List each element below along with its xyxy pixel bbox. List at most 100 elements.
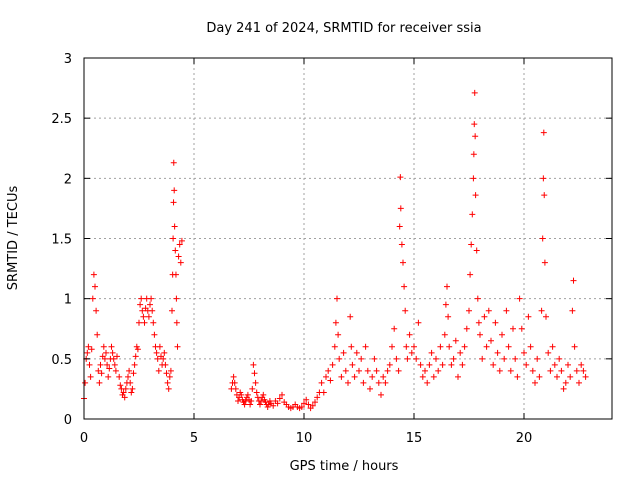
data-point	[347, 313, 354, 320]
data-point	[521, 349, 527, 356]
data-point	[325, 367, 332, 374]
y-tick-label: 2.5	[51, 112, 72, 127]
data-point	[442, 301, 449, 308]
data-point	[571, 343, 578, 350]
data-point	[393, 355, 400, 362]
data-point	[428, 349, 435, 356]
data-point	[551, 361, 558, 368]
data-point	[538, 307, 545, 314]
data-point	[408, 349, 415, 356]
data-point	[85, 343, 92, 350]
data-point	[576, 379, 582, 386]
data-point	[232, 385, 239, 392]
data-point	[469, 211, 476, 218]
data-point	[446, 343, 453, 350]
data-point	[573, 367, 580, 374]
data-point	[176, 241, 183, 248]
data-point	[279, 391, 285, 398]
data-point	[474, 295, 481, 302]
data-point	[258, 397, 265, 404]
data-point	[89, 295, 96, 302]
data-point	[582, 373, 589, 380]
data-point	[122, 385, 129, 392]
data-point	[170, 235, 177, 242]
data-point	[395, 367, 402, 374]
data-point	[320, 389, 327, 396]
data-point	[177, 259, 184, 266]
data-point	[485, 307, 492, 314]
data-point	[481, 313, 488, 320]
data-point	[86, 361, 93, 368]
data-point	[338, 373, 345, 380]
data-point	[309, 402, 316, 409]
data-point	[93, 307, 100, 314]
data-point	[389, 343, 395, 350]
data-point	[578, 361, 585, 368]
y-tick-label: 0.5	[51, 353, 72, 368]
data-point	[136, 319, 142, 326]
data-point	[164, 379, 171, 386]
plot-marks	[81, 89, 589, 412]
x-tick-label: 10	[296, 431, 313, 446]
data-point	[507, 367, 514, 374]
data-point	[567, 373, 574, 380]
data-point	[358, 355, 365, 362]
data-point	[153, 349, 160, 356]
data-point	[140, 313, 147, 320]
data-point	[109, 349, 116, 356]
data-point	[103, 349, 109, 356]
y-axis-label: SRMTID / TECUs	[6, 186, 21, 291]
data-point	[445, 313, 452, 320]
y-tick-label: 3	[64, 52, 72, 67]
data-point	[173, 295, 180, 302]
axis-ticks: 0 0.5 1 1.5 2 2.5 3 0 5 10 15 20	[51, 52, 612, 446]
data-point	[483, 343, 490, 350]
data-point	[156, 343, 163, 350]
data-point	[137, 301, 144, 308]
data-point	[106, 365, 113, 372]
data-point	[165, 385, 172, 392]
data-point	[100, 343, 107, 350]
data-point	[477, 331, 483, 338]
data-point	[501, 355, 508, 362]
data-point	[539, 235, 546, 242]
data-point	[178, 237, 185, 244]
data-point	[276, 395, 283, 402]
data-point	[110, 355, 117, 362]
data-point	[448, 361, 455, 368]
data-point	[472, 133, 479, 140]
data-point	[131, 361, 138, 368]
data-point	[104, 361, 111, 368]
data-point	[452, 337, 459, 344]
data-point	[253, 389, 260, 396]
data-point	[356, 367, 362, 374]
data-point	[402, 307, 409, 314]
data-point	[471, 89, 478, 96]
data-point	[459, 361, 466, 368]
data-point	[323, 373, 329, 380]
data-point	[345, 379, 351, 386]
data-point	[540, 129, 547, 136]
data-point	[173, 319, 180, 326]
data-point	[134, 346, 141, 353]
data-point	[360, 379, 367, 386]
data-point	[413, 355, 420, 362]
data-point	[238, 391, 245, 398]
data-point	[120, 389, 127, 396]
data-point	[138, 295, 145, 302]
data-point	[351, 373, 358, 380]
data-point	[318, 379, 325, 386]
data-point	[169, 307, 175, 314]
data-point	[114, 353, 120, 360]
data-point	[403, 343, 410, 350]
data-point	[126, 367, 133, 374]
data-point	[128, 389, 135, 396]
data-point	[247, 401, 254, 408]
data-point	[565, 361, 571, 368]
data-point	[397, 205, 404, 212]
data-point	[362, 343, 369, 350]
data-point	[270, 402, 277, 409]
data-point	[518, 325, 525, 332]
data-point	[411, 343, 417, 350]
